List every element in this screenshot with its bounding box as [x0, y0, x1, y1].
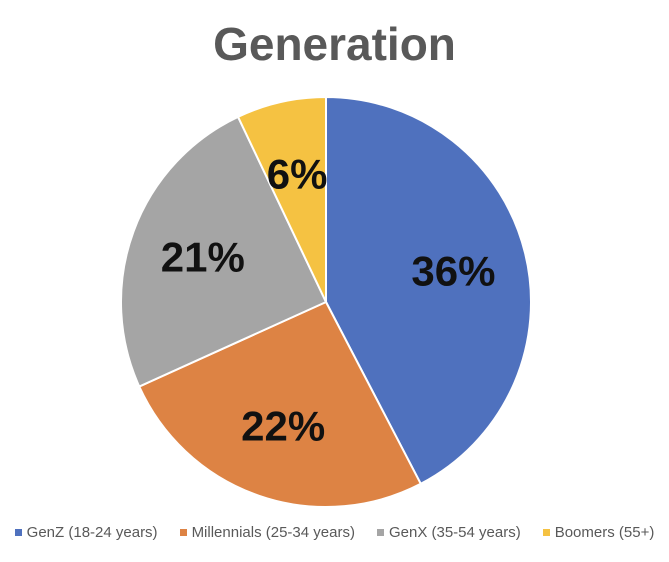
legend-item-millennials: Millennials (25-34 years): [179, 524, 355, 541]
data-label-genx: 21%: [161, 233, 245, 280]
pie-slice-genz: [325, 95, 532, 486]
pie-chart: 36% 22% 21% 6%: [120, 95, 532, 508]
legend-item-genx: GenX (35-54 years): [376, 524, 521, 541]
legend-label-genx: GenX (35-54 years): [388, 524, 521, 541]
pie-slice-millennials: [137, 300, 423, 508]
legend-swatch-millennials: [179, 529, 187, 536]
legend-label-millennials: Millennials (25-34 years): [191, 524, 355, 541]
pie-slice-genx: [120, 115, 328, 388]
legend-swatch-boomers: [542, 529, 550, 536]
data-label-genz: 36%: [411, 247, 495, 294]
legend-swatch-genx: [376, 529, 384, 536]
legend-item-boomers: Boomers (55+): [542, 524, 655, 541]
chart-title: Generation: [213, 18, 456, 70]
data-label-millennials: 22%: [241, 403, 325, 450]
pie-slices: [120, 95, 532, 508]
data-label-boomers: 6%: [267, 151, 328, 198]
legend-label-boomers: Boomers (55+): [554, 524, 655, 541]
pie-slice-boomers: [236, 95, 327, 303]
legend-item-genz: GenZ (18-24 years): [14, 524, 158, 541]
pie-data-labels: 36% 22% 21% 6%: [161, 151, 496, 450]
legend-label-genz: GenZ (18-24 years): [26, 524, 158, 541]
legend: GenZ (18-24 years) Millennials (25-34 ye…: [0, 524, 669, 541]
legend-swatch-genz: [14, 529, 22, 536]
